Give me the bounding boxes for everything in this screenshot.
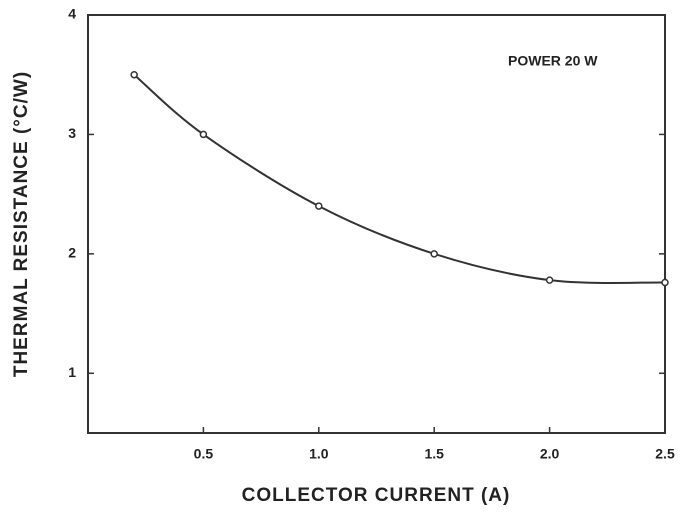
y-tick-label: 3	[68, 125, 76, 141]
data-point	[661, 278, 669, 287]
x-tick-label: 1.5	[424, 446, 444, 462]
x-tick-label: 2.5	[655, 446, 675, 462]
y-tick-label: 4	[68, 6, 76, 22]
y-axis-label: THERMAL RESISTANCE (°C/W)	[11, 71, 32, 377]
x-tick-label: 0.5	[194, 446, 214, 462]
y-tick-label: 1	[68, 364, 76, 380]
y-tick-label: 2	[68, 245, 76, 261]
plot-frame	[87, 14, 666, 434]
data-point	[130, 70, 138, 79]
data-point	[430, 250, 438, 258]
data-point	[545, 276, 554, 284]
annotation: POWER 20 W	[508, 53, 598, 69]
x-axis-label: COLLECTOR CURRENT (A)	[242, 485, 511, 506]
curve	[133, 73, 666, 284]
data-point	[315, 202, 323, 210]
x-tick-label: 2.0	[540, 446, 560, 462]
x-tick-label: 1.0	[309, 446, 329, 462]
data-point	[199, 130, 208, 139]
